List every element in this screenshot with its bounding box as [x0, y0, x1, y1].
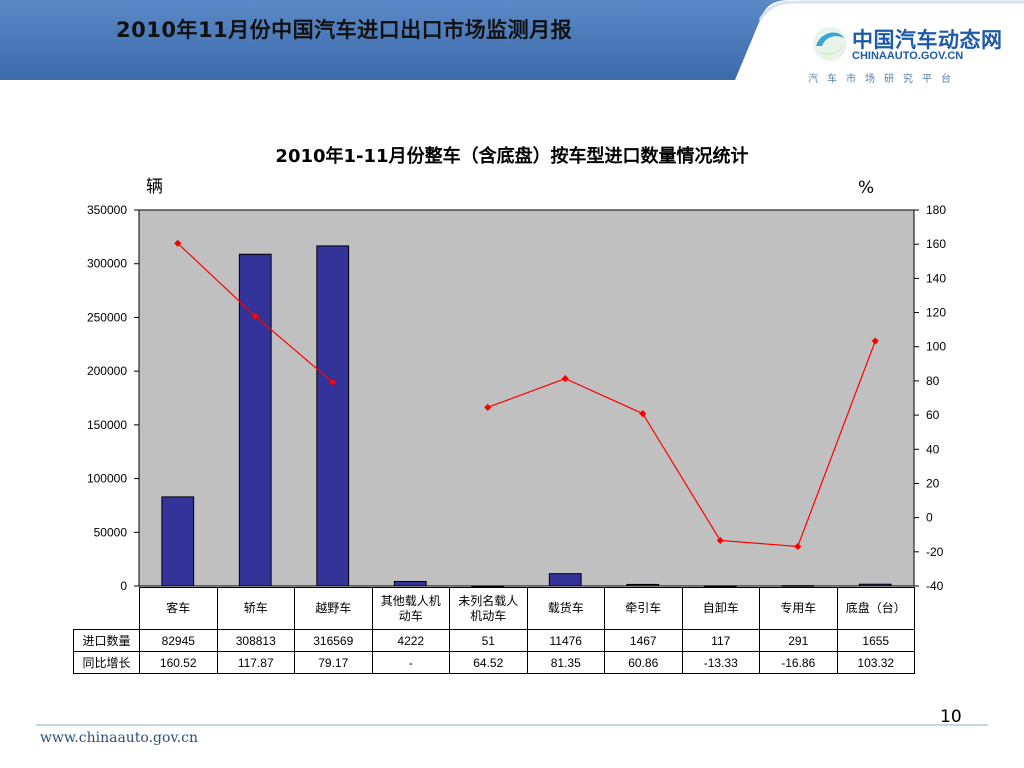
header-accent — [758, 0, 1024, 21]
import-chart: 0 50000 100000 150000 200000 250000 300000 3500… — [87, 203, 946, 593]
table-cell: 291 — [759, 629, 838, 652]
category-label: 载货车 — [526, 587, 605, 630]
table-cell: -13.33 — [681, 651, 760, 674]
footer-divider — [36, 724, 988, 726]
bar-2 — [238, 253, 272, 587]
y-right-tick-label: 140 — [926, 271, 946, 285]
bar-7 — [626, 583, 660, 587]
table-cell: 1655 — [836, 629, 915, 652]
y-left-tick-label: 50000 — [94, 525, 128, 539]
growth-marker-7 — [639, 410, 647, 418]
y-left-tick-label: 250000 — [87, 310, 127, 324]
growth-marker-2 — [251, 312, 259, 320]
yoy-growth-row: 同比增长 160.52 117.87 79.17-64.52 81.35 60.86 -13… — [73, 651, 915, 674]
site-logo[interactable]: 中国汽车动态网 CHINAAUTO.GOV.CN 汽车市场研究平台 — [808, 18, 1002, 88]
chart-title: 2010年1-11月份整车（含底盘）按车型进口数量情况统计 — [275, 146, 749, 167]
category-label: 未列名载人 机动车 — [449, 587, 528, 630]
row-label: 同比增长 — [73, 651, 140, 674]
header-band-shape — [0, 0, 1024, 80]
header-band — [0, 0, 1024, 80]
y-left-tick-label: 100000 — [87, 472, 127, 486]
category-label: 越野车 — [294, 587, 373, 630]
y-right-tick-label: 120 — [926, 306, 946, 320]
slide-title: 2010年11月份中国汽车进口出口市场监测月报 — [116, 18, 573, 42]
y-right-tick-label: 20 — [926, 476, 940, 490]
growth-marker-1 — [174, 239, 182, 247]
growth-marker-3 — [329, 378, 337, 386]
y-right-tick-label: -40 — [926, 579, 944, 593]
growth-marker-10 — [871, 337, 879, 345]
category-label: 底盘（台） — [836, 587, 915, 630]
import-volume-row: 进口数量 82945 308813 316569 4222 51 11476 1467 117 2… — [73, 629, 915, 652]
table-cell: 82945 — [139, 629, 218, 652]
y-left-tick-label: 350000 — [87, 203, 127, 217]
y-right-tick-label: 60 — [926, 408, 940, 422]
bar-4 — [393, 580, 427, 587]
y-right-tick-label: 80 — [926, 374, 940, 388]
bar-3 — [316, 245, 350, 587]
table-corner — [73, 587, 140, 630]
table-cell: 160.52 — [139, 651, 218, 674]
table-cell: 316569 — [294, 629, 373, 652]
category-label: 牵引车 — [604, 587, 683, 630]
y-right-tick-label: 180 — [926, 203, 946, 217]
row-label: 进口数量 — [73, 629, 140, 652]
logo-english-text: CHINAAUTO.GOV.CN — [852, 50, 964, 62]
bar-6 — [548, 573, 582, 587]
growth-marker-5 — [484, 403, 492, 411]
table-cell: 79.17 — [294, 651, 373, 674]
footer-url-link[interactable]: www.chinaauto.gov.cn — [40, 730, 199, 746]
bar-1 — [161, 496, 195, 587]
y-right-tick-label: 40 — [926, 442, 940, 456]
category-row: 客车 轿车 越野车 其他载人机 动车 未列名载人 机动车 载货车 牵引车 自卸车 专用车 底盘（台） — [73, 587, 915, 630]
category-label: 自卸车 — [681, 587, 760, 630]
table-cell: 1467 — [604, 629, 683, 652]
table-cell: 117.87 — [216, 651, 295, 674]
logo-tagline: 汽车市场研究平台 — [808, 74, 960, 85]
y-left-tick-label: 200000 — [87, 364, 127, 378]
logo-chinese-text: 中国汽车动态网 — [852, 28, 1003, 52]
y-right-tick-label: -20 — [926, 545, 944, 559]
growth-line-segment-2 — [487, 340, 876, 548]
table-cell: 81.35 — [526, 651, 605, 674]
y-left-tick-label: 300000 — [87, 257, 127, 271]
growth-marker-6 — [561, 375, 569, 383]
table-cell: 60.86 — [604, 651, 683, 674]
bar-5 — [471, 585, 505, 588]
y-right-unit-label: % — [858, 178, 875, 198]
table-cell: 51 — [449, 629, 528, 652]
growth-marker-8 — [716, 536, 724, 545]
category-label: 客车 — [139, 587, 218, 630]
table-cell: -16.86 — [759, 651, 838, 674]
bar-9 — [781, 585, 815, 587]
category-label: 轿车 — [216, 587, 295, 630]
bar-10 — [858, 583, 892, 587]
table-cell: 308813 — [216, 629, 295, 652]
table-cell: 103.32 — [836, 651, 915, 674]
y-right-tick-label: 160 — [926, 237, 946, 251]
y-left-tick-label: 150000 — [87, 418, 127, 432]
table-cell: 117 — [681, 629, 760, 652]
growth-marker-9 — [794, 542, 802, 551]
category-label: 专用车 — [759, 587, 838, 630]
y-left-tick-label: 0 — [120, 579, 127, 593]
y-right-tick-label: 100 — [926, 340, 946, 354]
table-cell: 11476 — [526, 629, 605, 652]
table-cell: 4222 — [371, 629, 450, 652]
y-left-unit-label: 辆 — [146, 177, 163, 197]
y-right-tick-label: 0 — [926, 511, 933, 525]
category-label: 其他载人机 动车 — [371, 587, 450, 630]
bar-8 — [703, 585, 737, 587]
table-cell: 64.52 — [449, 651, 528, 674]
table-cell: - — [371, 651, 450, 674]
page-number: 10 — [940, 707, 962, 727]
logo-swirl-icon — [813, 27, 847, 61]
data-table: 客车 轿车 越野车 其他载人机 动车 未列名载人 机动车 载货车 牵引车 自卸车 专用车 底盘（台）进… — [73, 587, 915, 674]
